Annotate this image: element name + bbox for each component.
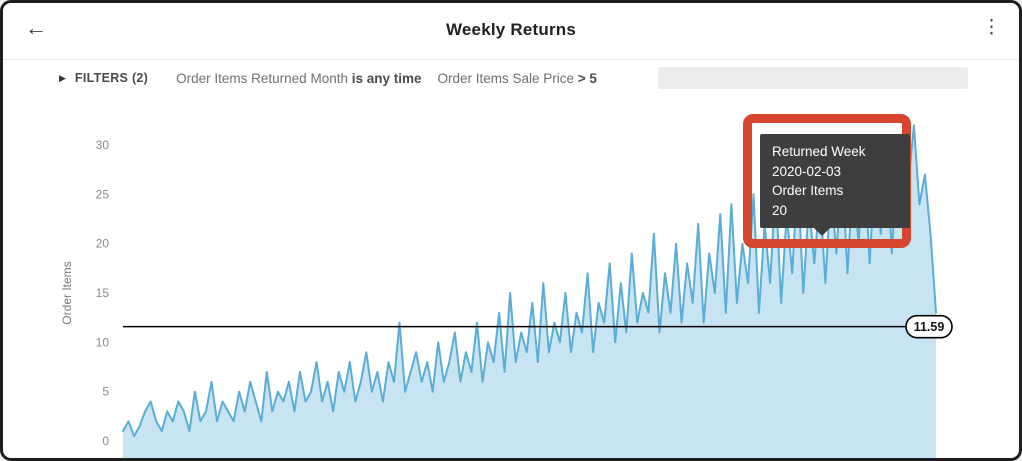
tooltip-measure-label: Order Items [772,183,844,199]
chart-line [122,124,937,438]
reference-value-label: 11.59 [914,320,945,334]
header: ← Weekly Returns ⋮ [3,3,1019,60]
filter-item-sale-price[interactable]: Order Items Sale Price > 5 [438,71,597,86]
filter-item-returned-month[interactable]: Order Items Returned Month is any time [176,71,421,86]
tooltip-dimension-label: Returned Week [772,144,866,159]
filter-condition: is any time [351,70,422,86]
filter-field: Order Items Sale Price [437,70,578,86]
filters-label[interactable]: FILTERS (2) [74,71,149,85]
back-arrow-icon[interactable]: ← [25,15,47,40]
y-tick-label: 30 [96,138,110,152]
filter-condition: > 5 [577,70,597,86]
filters-scroll-track [658,67,968,89]
filters-bar: ▶ FILTERS (2) Order Items Returned Month… [3,60,1019,96]
reference-value-pill [905,314,953,339]
y-axis-title: Order Items [60,261,74,324]
y-tick-label: 25 [96,187,110,201]
y-tick-label: 10 [96,335,110,349]
page-title: Weekly Returns [445,20,577,39]
chart-tooltip: Returned Week 2020-02-03 Order Items 20 [760,134,910,237]
tooltip-dimension-value: 2020-02-03 [772,163,842,179]
filter-field: Order Items Returned Month [176,70,352,86]
y-tick-label: 0 [102,434,109,448]
y-tick-label: 5 [102,385,109,399]
weekly-returns-chart[interactable]: Order Items 0 5 10 15 20 25 30 11.59 [3,93,1019,458]
y-tick-label: 15 [96,286,110,300]
chart-area-fill [123,125,936,458]
y-tick-label: 20 [96,237,110,251]
filters-expand-icon[interactable]: ▶ [59,72,66,83]
kebab-menu-icon[interactable]: ⋮ [982,17,1001,38]
tooltip-measure-value: 20 [772,202,788,218]
